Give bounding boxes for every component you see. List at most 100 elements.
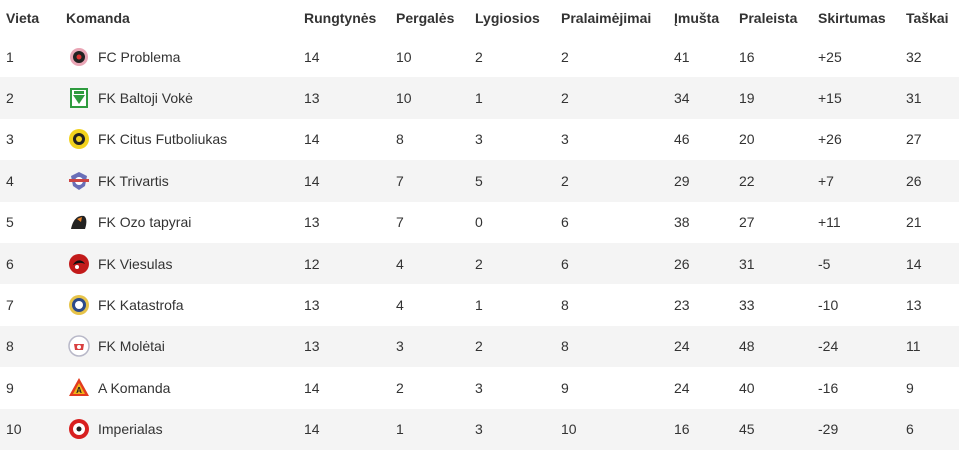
cell-taskai: 27 (906, 131, 922, 148)
fk-katastrofa-badge-icon (68, 294, 90, 316)
cell-lygiosios: 3 (475, 379, 483, 396)
fc-problema-badge-icon (68, 46, 90, 68)
cell-pergales: 4 (396, 255, 404, 272)
cell-rungtynes: 14 (304, 48, 320, 65)
a-komanda-badge-icon: A (68, 377, 90, 399)
cell-vieta: 3 (6, 131, 14, 148)
cell-imusta: 26 (674, 255, 690, 272)
header-taskai[interactable]: Taškai (906, 10, 949, 26)
cell-taskai: 31 (906, 90, 922, 107)
cell-pergales: 7 (396, 172, 404, 189)
table-row: 7 FK Katastrofa 13 4 1 8 23 33 -10 13 (0, 284, 959, 325)
header-komanda[interactable]: Komanda (66, 10, 130, 26)
cell-komanda[interactable]: FK Viesulas (66, 243, 172, 284)
cell-pralaimejimai: 10 (561, 421, 577, 438)
cell-pergales: 2 (396, 379, 404, 396)
table-header-row: Vieta Komanda Rungtynės Pergalės Lygiosi… (0, 0, 959, 36)
cell-pralaimejimai: 2 (561, 90, 569, 107)
cell-rungtynes: 14 (304, 421, 320, 438)
cell-lygiosios: 3 (475, 131, 483, 148)
cell-komanda[interactable]: FK Trivartis (66, 160, 169, 201)
cell-imusta: 16 (674, 421, 690, 438)
cell-vieta: 7 (6, 297, 14, 314)
cell-pergales: 3 (396, 338, 404, 355)
cell-lygiosios: 2 (475, 48, 483, 65)
cell-lygiosios: 0 (475, 214, 483, 231)
cell-komanda[interactable]: Imperialas (66, 409, 163, 450)
cell-lygiosios: 3 (475, 421, 483, 438)
team-name-link[interactable]: FK Baltoji Vokė (98, 90, 193, 107)
header-pralaimejimai[interactable]: Pralaimėjimai (561, 10, 652, 26)
cell-komanda[interactable]: A A Komanda (66, 367, 170, 408)
header-pergales[interactable]: Pergalės (396, 10, 455, 26)
cell-imusta: 29 (674, 172, 690, 189)
cell-pergales: 4 (396, 297, 404, 314)
cell-pralaimejimai: 2 (561, 48, 569, 65)
cell-praleista: 19 (739, 90, 755, 107)
cell-pralaimejimai: 8 (561, 338, 569, 355)
team-name-link[interactable]: Imperialas (98, 421, 163, 438)
table-row: 10 Imperialas 14 1 3 10 16 45 -29 6 (0, 408, 959, 450)
cell-praleista: 27 (739, 214, 755, 231)
fk-citus-futboliukas-badge-icon (68, 128, 90, 150)
team-name-link[interactable]: FK Katastrofa (98, 297, 184, 314)
cell-vieta: 1 (6, 48, 14, 65)
team-name-link[interactable]: FK Citus Futboliukas (98, 131, 228, 148)
cell-imusta: 23 (674, 297, 690, 314)
cell-skirtumas: +7 (818, 172, 834, 189)
team-name-link[interactable]: FK Viesulas (98, 255, 173, 272)
header-skirtumas[interactable]: Skirtumas (818, 10, 886, 26)
team-name-link[interactable]: FK Trivartis (98, 172, 169, 189)
cell-komanda[interactable]: FK Molėtai (66, 326, 165, 367)
cell-taskai: 11 (906, 338, 921, 355)
cell-vieta: 4 (6, 172, 14, 189)
cell-pralaimejimai: 3 (561, 131, 569, 148)
cell-komanda[interactable]: FK Citus Futboliukas (66, 119, 227, 160)
cell-praleista: 31 (739, 255, 755, 272)
table-row: 2 FK Baltoji Vokė 13 10 1 2 34 19 +15 31 (0, 77, 959, 119)
team-name-link[interactable]: FC Problema (98, 48, 181, 65)
cell-pergales: 10 (396, 48, 412, 65)
header-imusta[interactable]: Įmušta (674, 10, 720, 26)
cell-rungtynes: 14 (304, 172, 320, 189)
cell-lygiosios: 1 (475, 297, 483, 314)
svg-text:A: A (76, 386, 82, 395)
cell-pralaimejimai: 8 (561, 297, 569, 314)
cell-lygiosios: 2 (475, 255, 483, 272)
fk-baltoji-voke-badge-icon (68, 87, 90, 109)
team-name-link[interactable]: A Komanda (98, 379, 171, 396)
fk-ozo-tapyrai-badge-icon (68, 211, 90, 233)
cell-praleista: 20 (739, 131, 755, 148)
header-vieta[interactable]: Vieta (6, 10, 40, 26)
header-lygiosios[interactable]: Lygiosios (475, 10, 540, 26)
header-rungtynes[interactable]: Rungtynės (304, 10, 377, 26)
cell-skirtumas: -29 (818, 421, 839, 438)
cell-imusta: 24 (674, 338, 690, 355)
cell-praleista: 33 (739, 297, 755, 314)
cell-imusta: 24 (674, 379, 690, 396)
cell-skirtumas: -24 (818, 338, 839, 355)
cell-skirtumas: +15 (818, 90, 842, 107)
cell-rungtynes: 14 (304, 379, 320, 396)
team-name-link[interactable]: FK Ozo tapyrai (98, 214, 192, 231)
cell-vieta: 9 (6, 379, 14, 396)
cell-komanda[interactable]: FK Baltoji Vokė (66, 77, 193, 118)
fk-trivartis-badge-icon (68, 170, 90, 192)
table-row: 1 FC Problema 14 10 2 2 41 16 +25 32 (0, 36, 959, 77)
team-name-link[interactable]: FK Molėtai (98, 338, 165, 355)
cell-pralaimejimai: 2 (561, 172, 569, 189)
cell-lygiosios: 5 (475, 172, 483, 189)
cell-praleista: 22 (739, 172, 755, 189)
table-row: 5 FK Ozo tapyrai 13 7 0 6 38 27 +11 21 (0, 202, 959, 243)
cell-komanda[interactable]: FC Problema (66, 36, 180, 77)
cell-taskai: 9 (906, 379, 914, 396)
cell-pergales: 7 (396, 214, 404, 231)
cell-taskai: 26 (906, 172, 922, 189)
cell-komanda[interactable]: FK Katastrofa (66, 284, 184, 325)
cell-skirtumas: +11 (818, 214, 841, 231)
cell-vieta: 5 (6, 214, 14, 231)
cell-pralaimejimai: 6 (561, 255, 569, 272)
cell-komanda[interactable]: FK Ozo tapyrai (66, 202, 191, 243)
header-praleista[interactable]: Praleista (739, 10, 798, 26)
cell-taskai: 21 (906, 214, 922, 231)
